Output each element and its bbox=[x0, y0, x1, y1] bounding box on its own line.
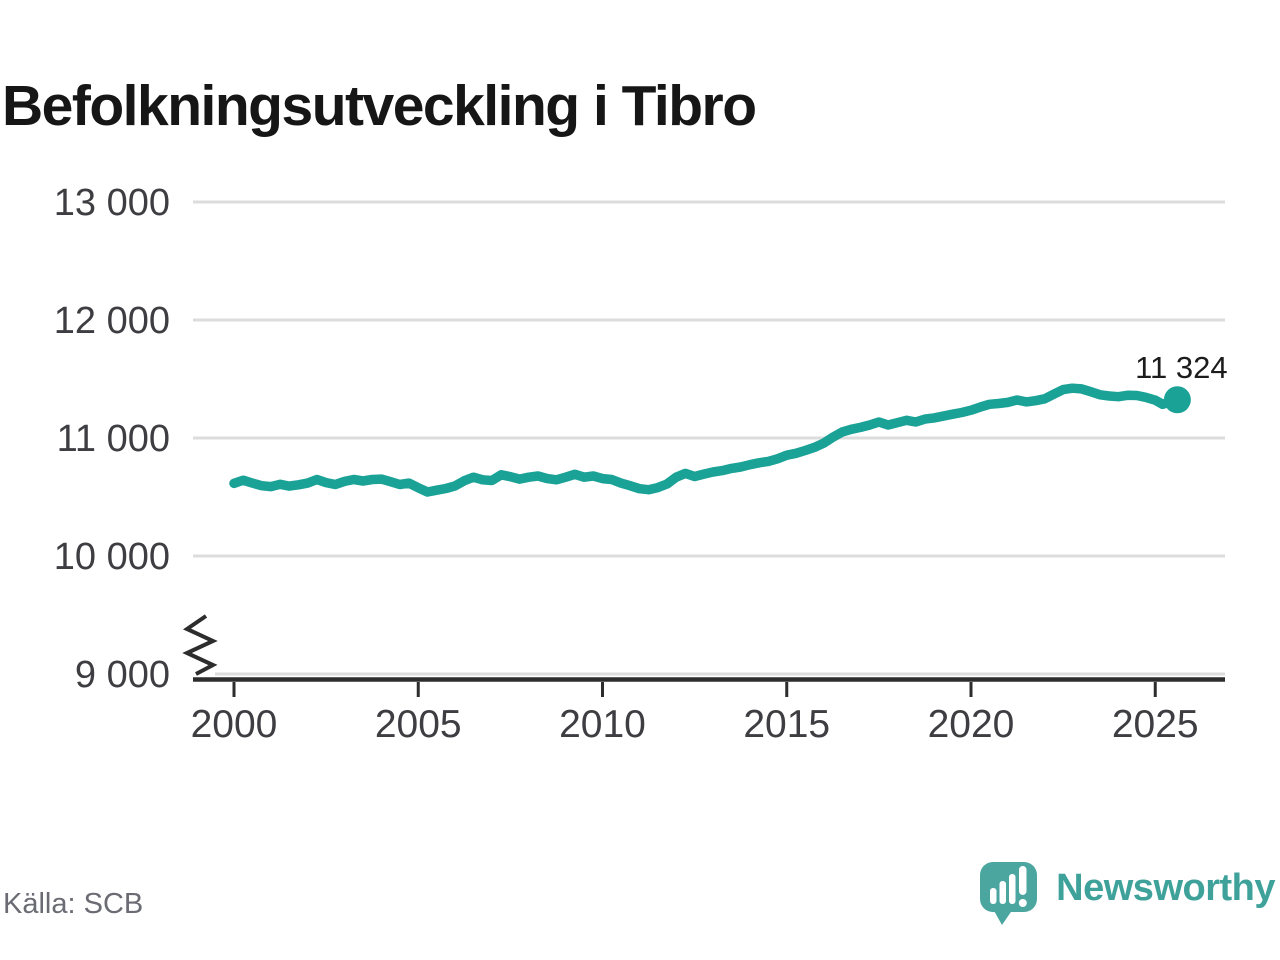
chart-title: Befolkningsutveckling i Tibro bbox=[2, 74, 757, 139]
x-tick-label-2025: 2025 bbox=[1112, 703, 1199, 746]
y-axis-break-icon bbox=[182, 614, 218, 676]
bar-chart-bars bbox=[990, 874, 1016, 904]
y-tick-label-10000: 10 000 bbox=[54, 536, 170, 578]
x-tick-label-2005: 2005 bbox=[375, 703, 462, 746]
x-tick-label-2015: 2015 bbox=[743, 703, 830, 746]
x-tick-label-2000: 2000 bbox=[191, 703, 278, 746]
y-tick-label-13000: 13 000 bbox=[54, 182, 170, 224]
exclamation-mark bbox=[1018, 866, 1027, 907]
y-tick-label-12000: 12 000 bbox=[54, 300, 170, 342]
speech-bubble-shape bbox=[980, 862, 1038, 925]
x-tick-label-2010: 2010 bbox=[559, 703, 646, 746]
y-tick-label-9000: 9 000 bbox=[75, 654, 170, 696]
source-label: Källa: SCB bbox=[3, 888, 144, 920]
x-tick-label-2020: 2020 bbox=[928, 703, 1015, 746]
y-tick-label-11000: 11 000 bbox=[57, 418, 170, 460]
newsworthy-logo-text: Newsworthy bbox=[1056, 867, 1275, 909]
newsworthy-logo-icon bbox=[980, 862, 1038, 925]
population-line bbox=[229, 383, 1183, 497]
latest-value-label: 11 324 bbox=[1135, 350, 1228, 385]
latest-point-marker bbox=[1163, 386, 1191, 414]
newsworthy-logo: Newsworthy bbox=[979, 856, 1275, 927]
